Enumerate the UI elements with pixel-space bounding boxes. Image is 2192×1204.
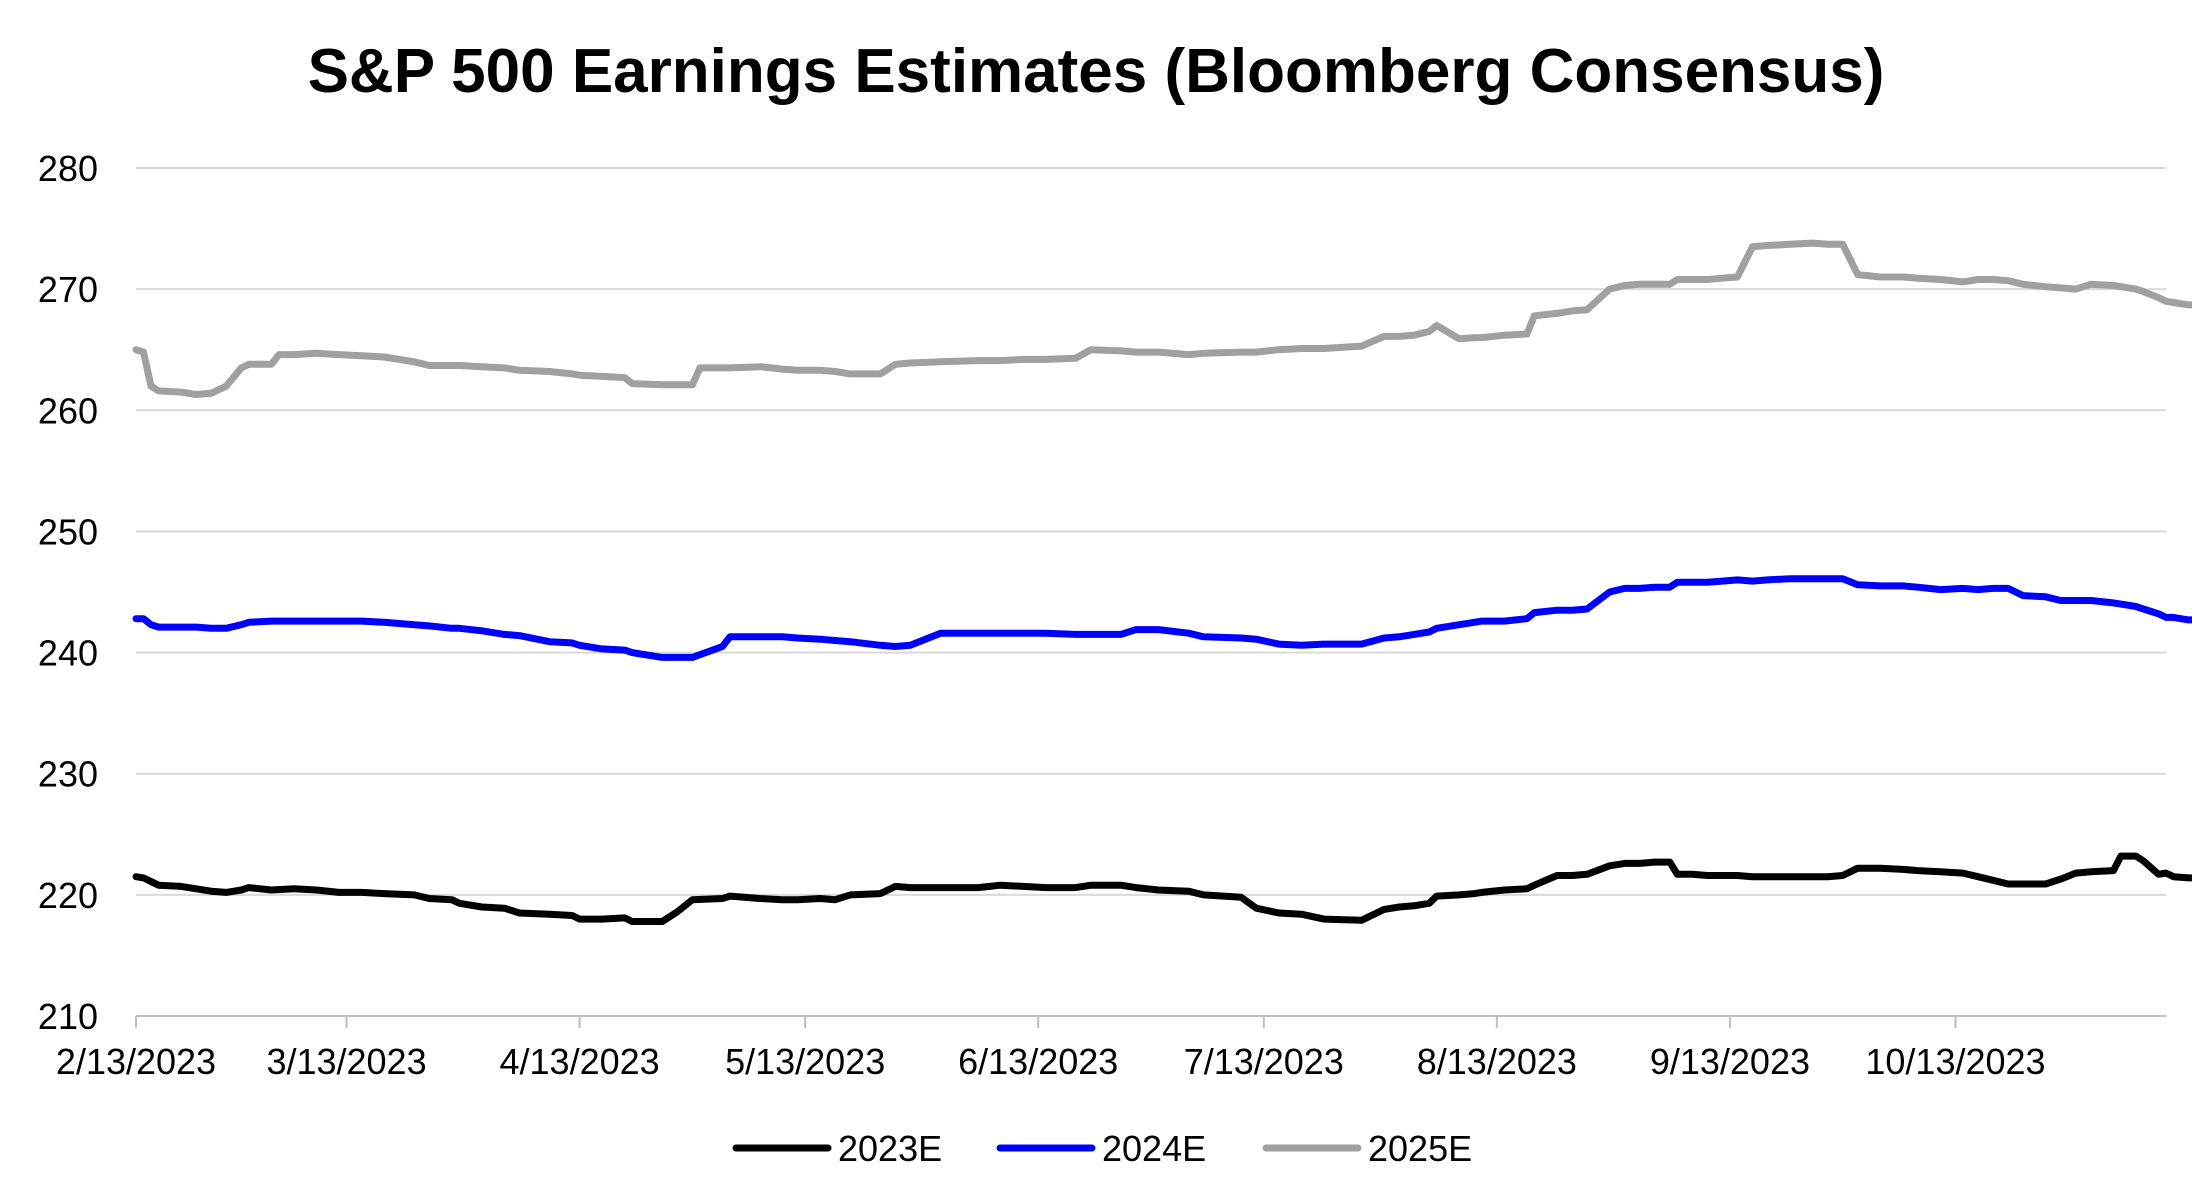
x-tick-label: 7/13/2023 xyxy=(1184,1041,1344,1082)
y-tick-label: 280 xyxy=(38,148,98,189)
series-line-2024e xyxy=(132,575,2192,661)
series-line-2023e xyxy=(132,852,2192,925)
legend-label-2024e: 2024E xyxy=(1102,1128,1206,1169)
legend: 2023E 2024E 2025E xyxy=(732,1128,1472,1169)
y-tick-label: 230 xyxy=(38,754,98,795)
axes: 210 220 230 240 250 260 270 280 2/13/2023 3/13/20… xyxy=(38,148,2166,1082)
x-tick-label: 6/13/2023 xyxy=(958,1041,1118,1082)
gridlines xyxy=(136,167,2166,896)
legend-label-2023e: 2023E xyxy=(838,1128,942,1169)
x-tick-label: 8/13/2023 xyxy=(1417,1041,1577,1082)
x-tick-label: 4/13/2023 xyxy=(500,1041,660,1082)
y-tick-label: 220 xyxy=(38,875,98,916)
x-tick-label: 5/13/2023 xyxy=(725,1041,885,1082)
x-tick-label: 2/13/2023 xyxy=(56,1041,216,1082)
y-tick-label: 260 xyxy=(38,390,98,431)
x-tick-label: 9/13/2023 xyxy=(1650,1041,1810,1082)
series-lines xyxy=(132,239,2192,925)
chart-title: S&P 500 Earnings Estimates (Bloomberg Co… xyxy=(307,37,1885,106)
x-tick-label: 3/13/2023 xyxy=(266,1041,426,1082)
x-tick-label: 10/13/2023 xyxy=(1865,1041,2045,1082)
y-tick-label: 210 xyxy=(38,996,98,1037)
legend-label-2025e: 2025E xyxy=(1368,1128,1472,1169)
y-tick-label: 270 xyxy=(38,269,98,310)
y-tick-label: 240 xyxy=(38,633,98,674)
y-tick-label: 250 xyxy=(38,511,98,552)
series-line-2025e xyxy=(132,239,2192,398)
